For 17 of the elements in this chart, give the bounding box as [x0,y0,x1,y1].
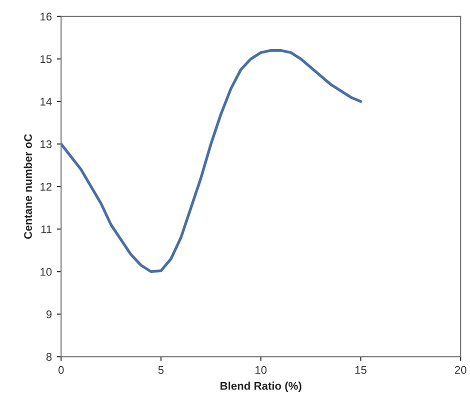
x-axis-title: Blend Ratio (%) [220,382,302,392]
x-tick-label: 5 [158,366,164,374]
y-tick-label: 10 [40,268,52,276]
y-tick-label: 15 [40,55,52,64]
line-series [61,49,362,274]
y-tick-label: 12 [40,182,52,191]
y-tick-label: 16 [40,12,52,21]
y-tick-label: 8 [46,352,52,361]
x-tick-label: 0 [58,366,64,374]
y-axis-title: Centane number oC [24,134,32,239]
x-tick-label: 10 [256,366,267,374]
y-tick-label: 9 [46,310,52,318]
x-tick-label: 15 [355,366,366,374]
y-tick-label: 14 [40,98,52,106]
y-tick-label: 11 [41,225,52,234]
x-tick-label: 20 [454,366,466,374]
y-tick-label: 13 [40,140,52,148]
